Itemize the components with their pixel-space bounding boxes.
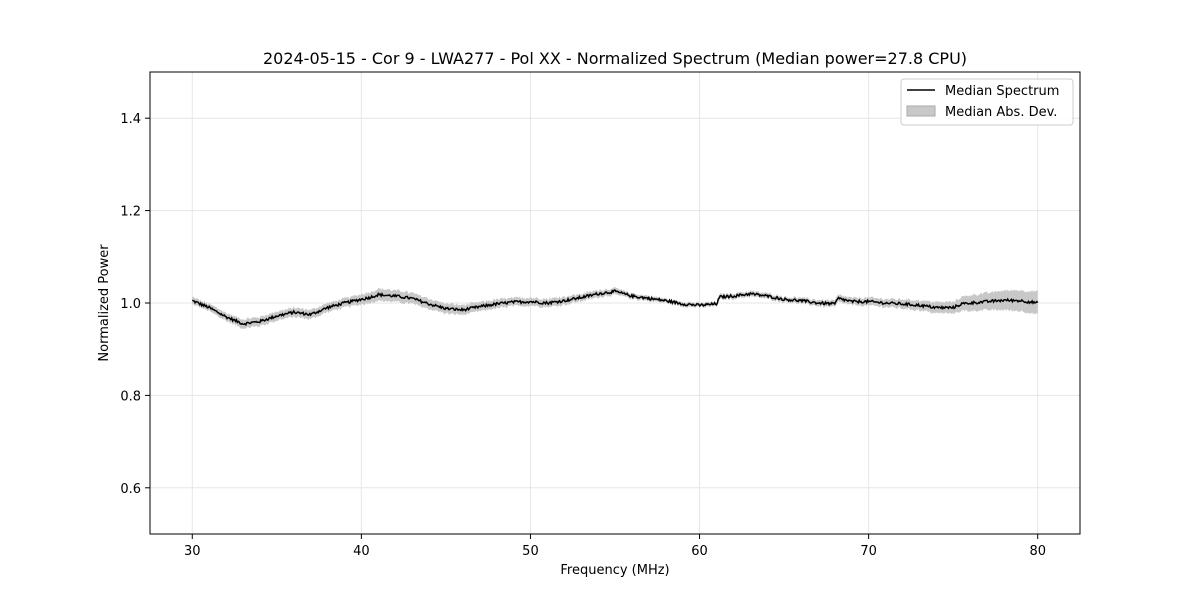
mad-band (192, 286, 1038, 330)
y-tick-label: 1.2 (120, 205, 141, 220)
x-tick-label: 30 (184, 544, 201, 559)
legend-band-swatch (906, 105, 936, 117)
legend-label-median-spectrum: Median Spectrum (945, 84, 1059, 99)
x-tick-label: 80 (1029, 544, 1046, 559)
chart-title: 2024-05-15 - Cor 9 - LWA277 - Pol XX - N… (263, 49, 967, 68)
x-axis-ticks: 30 40 50 60 70 80 (184, 534, 1046, 559)
y-tick-label: 1.4 (120, 112, 141, 127)
legend-frame (900, 78, 1074, 126)
legend: Median Spectrum Median Abs. Dev. (900, 78, 1074, 126)
x-axis-label: Frequency (MHz) (560, 563, 669, 578)
x-tick-label: 40 (353, 544, 370, 559)
y-tick-label: 0.8 (120, 389, 141, 404)
x-tick-label: 70 (860, 544, 877, 559)
x-tick-label: 60 (691, 544, 708, 559)
legend-label-mad: Median Abs. Dev. (945, 105, 1057, 120)
median-spectrum-line (191, 289, 1039, 327)
x-tick-label: 50 (522, 544, 539, 559)
y-tick-label: 1.0 (120, 297, 141, 312)
y-axis-ticks: 0.6 0.8 1.0 1.2 1.4 (120, 112, 150, 497)
y-tick-label: 0.6 (120, 482, 141, 497)
y-axis-label: Normalized Power (97, 244, 112, 362)
